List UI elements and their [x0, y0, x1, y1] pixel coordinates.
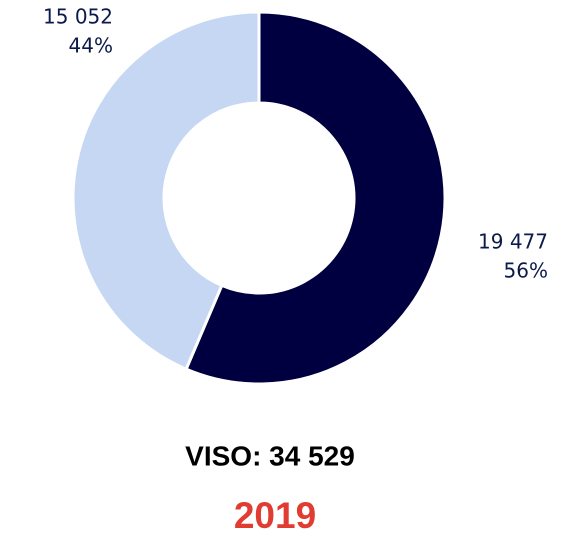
value-label: 19 477: [478, 230, 548, 254]
percentage-label: 44%: [69, 34, 113, 58]
chart-title: VISO: 34 529: [185, 440, 355, 471]
chart-subtitle: 2019: [234, 495, 316, 536]
value-label: 15 052: [43, 5, 113, 29]
donut-slice: [184, 10, 447, 386]
percentage-label: 56%: [504, 259, 548, 283]
donut-slice: [71, 10, 261, 372]
